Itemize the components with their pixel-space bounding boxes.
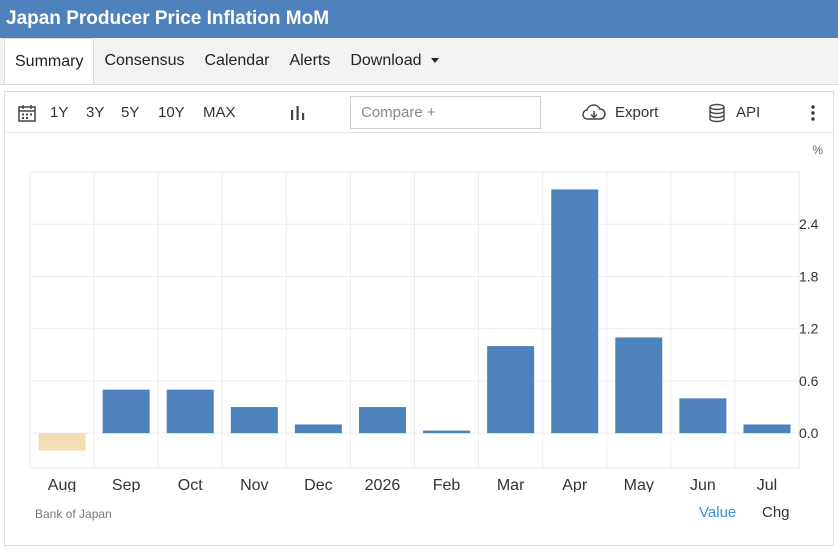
y-tick-label: 1.8 bbox=[799, 268, 819, 284]
export-button[interactable]: Export bbox=[581, 92, 658, 133]
x-tick-label: May bbox=[624, 477, 654, 492]
export-label: Export bbox=[615, 104, 659, 121]
x-tick-label: Jul bbox=[757, 477, 777, 492]
bar-may[interactable] bbox=[615, 337, 663, 434]
page-title: Japan Producer Price Inflation MoM bbox=[0, 0, 838, 38]
chg-toggle[interactable]: Chg bbox=[762, 504, 790, 521]
x-tick-label: Dec bbox=[304, 477, 332, 492]
x-tick-label: 2026 bbox=[365, 477, 401, 492]
bar-chart-icon[interactable] bbox=[289, 92, 307, 133]
calendar-icon[interactable] bbox=[17, 92, 37, 133]
y-tick-label: 1.2 bbox=[799, 321, 819, 337]
x-tick-label: Mar bbox=[497, 477, 525, 492]
bar-nov[interactable] bbox=[230, 407, 278, 434]
cloud-download-icon bbox=[582, 103, 606, 120]
x-tick-label: Jun bbox=[690, 477, 716, 492]
bar-jun[interactable] bbox=[679, 398, 727, 434]
x-tick-label: Feb bbox=[433, 477, 461, 492]
tab-alerts[interactable]: Alerts bbox=[289, 52, 331, 69]
bar-apr[interactable] bbox=[551, 189, 599, 434]
bar-2026[interactable] bbox=[358, 407, 406, 434]
bar-oct[interactable] bbox=[166, 389, 214, 434]
api-button[interactable]: API bbox=[708, 92, 760, 133]
bar-sep[interactable] bbox=[102, 389, 150, 434]
tab-bar: Summary Consensus Calendar Alerts Downlo… bbox=[0, 38, 838, 85]
x-tick-label: Sep bbox=[112, 477, 141, 492]
y-tick-label: 0.0 bbox=[799, 425, 819, 441]
x-tick-label: Apr bbox=[562, 477, 588, 492]
range-5y-button[interactable]: 5Y bbox=[121, 104, 140, 121]
y-tick-label: 0.6 bbox=[799, 373, 819, 389]
chart-toolbar: 1Y 3Y 5Y 10Y MAX Export bbox=[5, 92, 833, 133]
value-toggle[interactable]: Value bbox=[699, 504, 737, 521]
tab-download[interactable]: Download bbox=[340, 38, 448, 84]
compare-input[interactable] bbox=[350, 96, 541, 129]
bar-mar[interactable] bbox=[487, 346, 535, 434]
range-3y-button[interactable]: 3Y bbox=[86, 104, 105, 121]
x-tick-label: Oct bbox=[178, 477, 203, 492]
x-tick-label: Aug bbox=[48, 477, 76, 492]
more-vertical-icon[interactable] bbox=[809, 92, 817, 133]
tab-calendar[interactable]: Calendar bbox=[204, 52, 270, 69]
range-1y-button[interactable]: 1Y bbox=[50, 104, 69, 121]
range-10y-button[interactable]: 10Y bbox=[158, 104, 185, 121]
chart-panel: 1Y 3Y 5Y 10Y MAX Export bbox=[4, 91, 834, 546]
tab-summary[interactable]: Summary bbox=[4, 38, 95, 84]
tab-download-label: Download bbox=[350, 52, 422, 69]
bar-feb[interactable] bbox=[423, 430, 471, 434]
unit-label: % bbox=[812, 143, 823, 157]
x-tick-label: Nov bbox=[240, 477, 268, 492]
source-label: Bank of Japan bbox=[35, 507, 112, 521]
bar-dec[interactable] bbox=[294, 424, 342, 434]
range-max-button[interactable]: MAX bbox=[203, 104, 236, 121]
api-label: API bbox=[736, 104, 761, 121]
tab-consensus[interactable]: Consensus bbox=[104, 52, 185, 69]
y-tick-label: 2.4 bbox=[799, 216, 819, 232]
bar-jul[interactable] bbox=[743, 424, 791, 434]
caret-down-icon bbox=[430, 57, 439, 63]
database-icon bbox=[709, 103, 725, 122]
bar-aug[interactable] bbox=[38, 433, 86, 451]
bar-chart: 0.0 0.6 1.2 1.8 2.4 Aug Sep Oct Nov Dec 2026 Feb Mar… bbox=[29, 171, 819, 492]
